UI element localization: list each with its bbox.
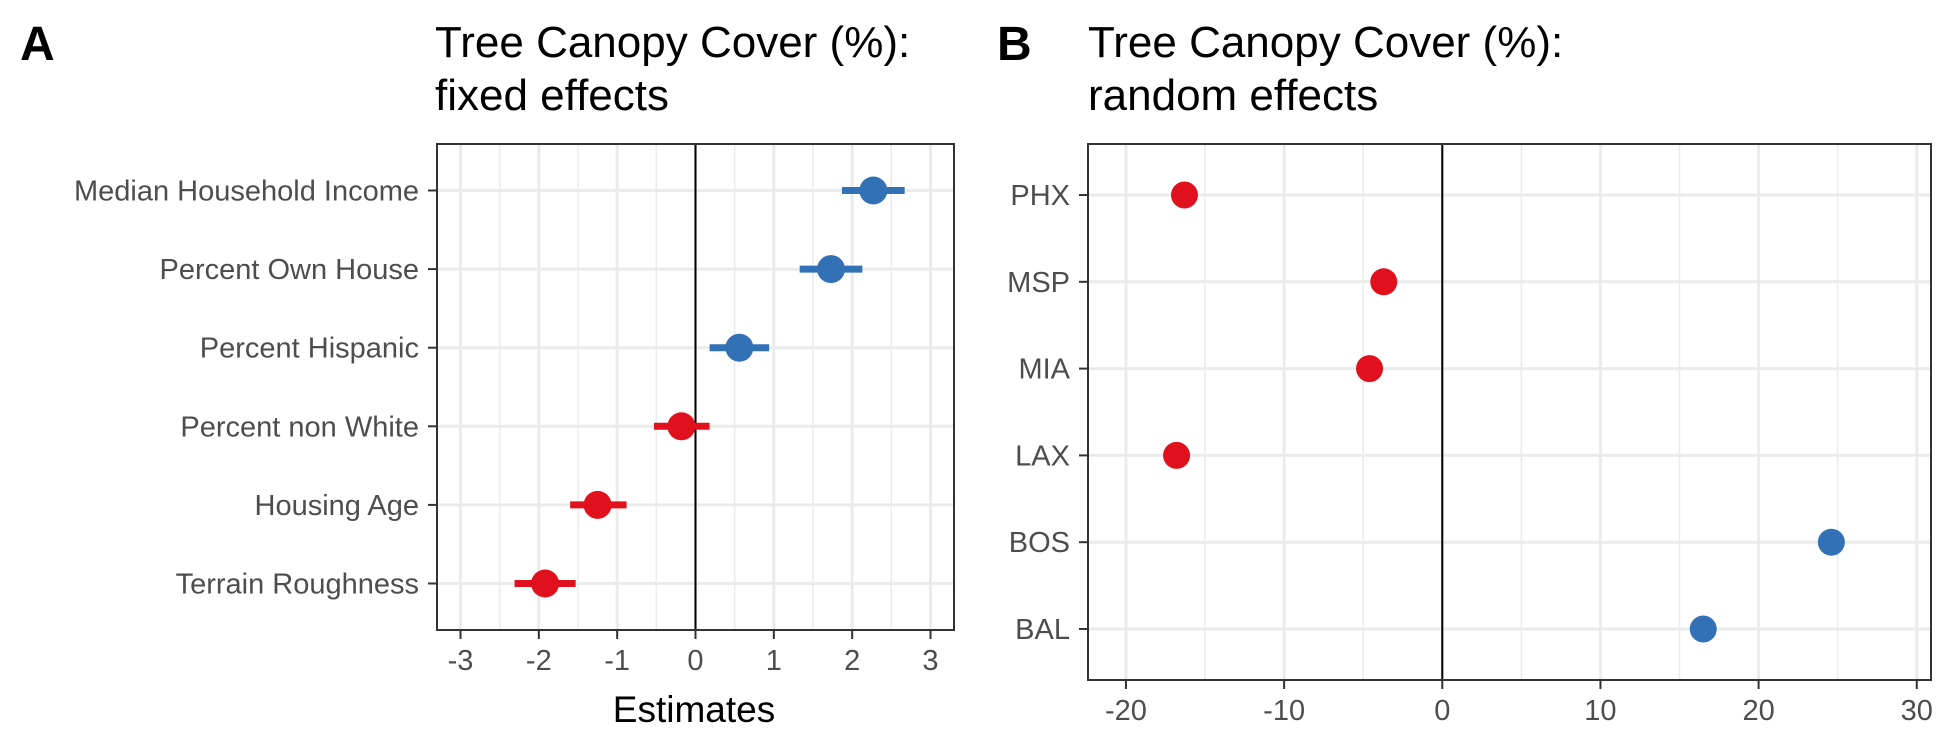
panel-b-y-tick-label: MSP [1007, 267, 1070, 299]
panel-a-point [725, 333, 754, 362]
panel-b-x-tick-label: 10 [1584, 695, 1616, 727]
panel-b-point [1689, 615, 1717, 643]
panel-a-x-tick-label: -3 [448, 645, 474, 677]
panel-a-x-tick-label: -1 [604, 645, 630, 677]
panel-b-point [1163, 441, 1191, 469]
panel-a-x-tick-label: 1 [766, 645, 782, 677]
panel-b-gridlines [1088, 144, 1931, 680]
panel-a-x-axis-title: Estimates [613, 689, 775, 730]
panel-b-title-line-1: Tree Canopy Cover (%): [1088, 18, 1563, 67]
panel-a-x-tick-label: -2 [526, 645, 552, 677]
panel-b-point [1817, 528, 1845, 556]
panel-b-title-line-2: random effects [1088, 71, 1378, 120]
panel-b-y-tick-label: PHX [1010, 180, 1070, 212]
panel-a-point [817, 255, 846, 284]
panel-b-y-tick-label: BAL [1015, 614, 1070, 646]
panel-b-x-tick-label: -20 [1105, 695, 1147, 727]
panel-b-x-tick-label: 0 [1434, 695, 1450, 727]
panel-b-y-tick-label: BOS [1009, 527, 1070, 559]
panel-b-x-axis: -20 -10 0 10 20 30 [1105, 680, 1933, 727]
panel-a-point [859, 176, 888, 205]
panel-b-x-tick-label: -10 [1263, 695, 1305, 727]
panel-b-random-effects: B Tree Canopy Cover (%): random effects … [997, 18, 1933, 727]
panel-a-y-tick-label: Percent Hispanic [200, 333, 419, 365]
panel-a-x-tick-label: 0 [687, 645, 703, 677]
panel-b-point [1370, 268, 1398, 296]
panel-a-x-axis: -3 -2 -1 0 1 2 3 [448, 630, 939, 677]
panel-b-frame [1087, 143, 1932, 681]
panel-a-x-tick-label: 2 [844, 645, 860, 677]
panel-a-point [583, 490, 612, 519]
panel-a-y-tick-label: Terrain Roughness [176, 569, 419, 601]
panel-b-x-tick-label: 30 [1901, 695, 1933, 727]
panel-a-y-axis: Median Household Income Percent Own House… [74, 176, 437, 601]
panel-a-marks [514, 176, 905, 598]
panel-b-y-tick-label: MIA [1018, 354, 1070, 386]
panel-a-title-line-2: fixed effects [435, 71, 669, 120]
panel-a-y-tick-label: Percent non White [180, 411, 419, 443]
panel-b-label: B [997, 18, 1032, 71]
panel-b-y-tick-label: LAX [1015, 440, 1070, 472]
panel-b-marks [1163, 181, 1845, 643]
panel-a-label: A [20, 18, 55, 71]
panel-b-x-tick-label: 20 [1742, 695, 1774, 727]
panel-b-point [1356, 355, 1384, 383]
panel-a-y-tick-label: Median Household Income [74, 176, 419, 208]
panel-a-y-tick-label: Housing Age [255, 490, 419, 522]
panel-a-point [667, 412, 696, 441]
panel-a-title-line-1: Tree Canopy Cover (%): [435, 18, 910, 67]
panel-a-x-tick-label: 3 [922, 645, 938, 677]
panel-b-y-axis: PHX MSP MIA LAX BOS BAL [1007, 180, 1088, 646]
panel-a-fixed-effects: A Tree Canopy Cover (%): fixed effects E… [20, 18, 955, 730]
panel-b-point [1170, 181, 1198, 209]
panel-a-y-tick-label: Percent Own House [159, 254, 419, 286]
panel-a-point [531, 569, 560, 598]
